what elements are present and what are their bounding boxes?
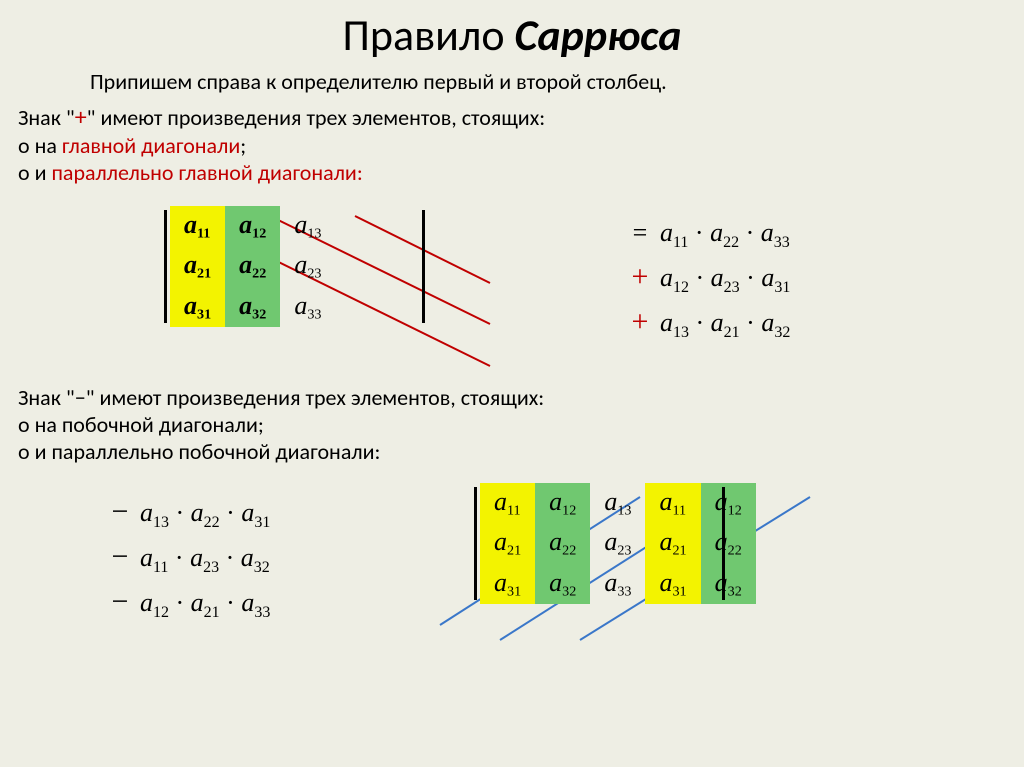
matrix-cell: a11 [170, 206, 225, 246]
matrix-cell: a33 [590, 564, 645, 604]
red-diagonal-lines [0, 198, 1024, 378]
matrix-cell: a12 [701, 483, 756, 523]
minus-rule-block: Знак "−" имеют произведения трех элемент… [0, 384, 1024, 465]
matrix-cell: a13 [590, 483, 645, 523]
matrix-cell: a32 [225, 287, 280, 327]
title-part2: Саррюса [515, 8, 682, 62]
intro-text: Припишем справа к определителю первый и … [0, 68, 1024, 95]
matrix-cell: a23 [590, 523, 645, 563]
matrix-cell: a31 [170, 287, 225, 327]
formula-line: = a11 · a22 · a33 [620, 218, 790, 252]
matrix-cell: a22 [225, 246, 280, 286]
formula-line: +a13 · a21 · a32 [620, 305, 790, 342]
matrix-cell: a32 [701, 564, 756, 604]
matrix-cell: a21 [170, 246, 225, 286]
matrix-cell: a31 [645, 564, 700, 604]
title-part1: Правило [343, 8, 515, 62]
formula-line: + a12 · a23 · a31 [620, 260, 790, 297]
matrix-cell: a11 [480, 483, 535, 523]
matrix-area-bottom: − a13 · a22 · a31 − a11 · a23 · a32 − a12 … [0, 475, 1024, 665]
formula-line: − a11 · a23 · a32 [100, 540, 270, 577]
matrix-cell: a11 [645, 483, 700, 523]
matrix-cell: a12 [535, 483, 590, 523]
matrix-cell: a21 [480, 523, 535, 563]
matrix-cell: a22 [701, 523, 756, 563]
matrix-cell: a21 [645, 523, 700, 563]
formula-line: − a12 · a21 · a33 [100, 585, 270, 622]
minus-rule-line2: o и параллельно побочной диагонали: [18, 438, 1024, 465]
minus-rule-line1: o на побочной диагонали; [18, 411, 1024, 438]
matrix-cell: a23 [280, 246, 335, 286]
matrix-bottom: a11a12a13a11a12a21a22a23a21a22a31a32a33a… [480, 483, 756, 604]
minus-sign: − [75, 384, 86, 411]
plus-rule-lead: Знак "+" имеют произведения трех элемент… [18, 103, 1024, 132]
plus-rule-line1: o на главной диагонали; [18, 132, 1024, 159]
page-title: Правило Саррюса [0, 0, 1024, 62]
plus-rule-block: Знак "+" имеют произведения трех элемент… [0, 103, 1024, 186]
plus-sign: + [75, 103, 87, 132]
matrix-cell: a12 [225, 206, 280, 246]
matrix-cell: a22 [535, 523, 590, 563]
matrix-cell: a32 [535, 564, 590, 604]
formula-line: − a13 · a22 · a31 [100, 495, 270, 532]
formula-minus: − a13 · a22 · a31 − a11 · a23 · a32 − a12 … [100, 495, 270, 631]
matrix-top: a11a12a13 a21a22a23 a31a32a33 [170, 206, 335, 327]
matrix-cell: a33 [280, 287, 335, 327]
matrix-area-top: a11a12a13 a21a22a23 a31a32a33 = a11 · a22 … [0, 198, 1024, 378]
formula-plus: = a11 · a22 · a33 + a12 · a23 · a31 +a13 ·… [620, 218, 790, 351]
matrix-cell: a13 [280, 206, 335, 246]
minus-rule-lead: Знак "−" имеют произведения трех элемент… [18, 384, 1024, 411]
plus-rule-line2: o и параллельно главной диагонали: [18, 159, 1024, 186]
matrix-cell: a31 [480, 564, 535, 604]
